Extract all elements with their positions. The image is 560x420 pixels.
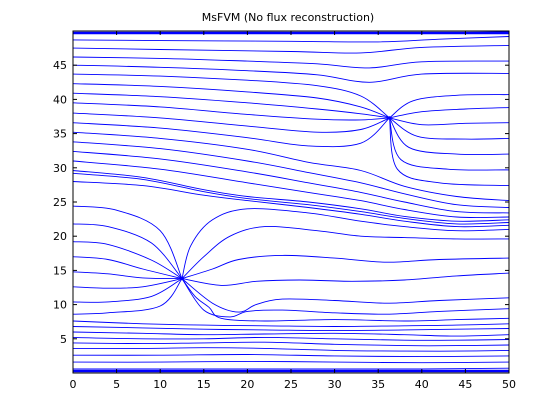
streamlines-sink-right-3 <box>389 117 510 140</box>
x-tick-label: 45 <box>458 378 472 391</box>
streamlines-lower-3 <box>72 336 510 341</box>
plot-frame <box>72 30 510 374</box>
streamlines-source-3 <box>72 278 183 289</box>
y-tick-label: 40 <box>53 93 67 106</box>
streamlines-source-4 <box>72 278 183 303</box>
streamlines-source-2 <box>72 271 183 280</box>
y-tick-label: 15 <box>53 264 67 277</box>
x-tick-label: 35 <box>371 378 385 391</box>
y-tick-label: 20 <box>53 230 67 243</box>
chart-title: MsFVM (No flux reconstruction) <box>202 11 374 24</box>
streamlines-sink-right-1 <box>389 107 510 119</box>
streamlines-upper-6 <box>72 83 390 119</box>
streamlines-source-5 <box>72 278 183 315</box>
streamlines-upper-1 <box>72 36 510 43</box>
x-tick-label: 30 <box>328 378 342 391</box>
streamlines-upper-10 <box>72 117 390 148</box>
streamlines-lower-8 <box>73 367 510 370</box>
streamlines-upper-14 <box>72 160 510 219</box>
streamlines-source-14 <box>181 278 510 322</box>
x-tick-label: 50 <box>502 378 516 391</box>
x-tick-label: 20 <box>240 378 254 391</box>
streamlines-upper-12 <box>72 141 510 208</box>
x-tick-label: 10 <box>153 378 167 391</box>
streamlines-upper-8 <box>72 102 390 121</box>
x-tick-label: 0 <box>70 378 77 391</box>
x-tick-label: 15 <box>197 378 211 391</box>
streamlines-source-10 <box>181 254 510 280</box>
streamlines-upper-16 <box>72 172 510 225</box>
streamlines-source-1 <box>72 256 183 280</box>
streamlines-source-12 <box>181 278 510 313</box>
streamlines-lower-7 <box>72 360 510 364</box>
y-tick-label: 35 <box>53 128 67 141</box>
streamlines-lower-1 <box>72 326 510 332</box>
axis-ticks: 0 5 10 15 20 25 30 35 40 45 50 5 10 15 20 25 30 35 40 45 <box>53 31 516 391</box>
streamlines-upper-2 <box>72 44 510 54</box>
sink-point <box>387 116 392 120</box>
streamlines-lower-6 <box>72 354 510 358</box>
streamlines-source-8 <box>181 208 510 279</box>
streamlines-source-11 <box>181 272 510 286</box>
streamlines-upper-15 <box>72 170 510 222</box>
source-point <box>180 277 184 281</box>
y-tick-label: 30 <box>53 162 67 175</box>
streamlines-lower-5 <box>72 347 510 352</box>
y-tick-label: 45 <box>53 59 67 72</box>
streamlines-sink-right-2 <box>389 117 510 126</box>
y-tick-label: 5 <box>60 333 67 346</box>
streamlines-source-6 <box>72 223 183 279</box>
streamlines-source-0 <box>72 241 183 279</box>
streamlines-source-13 <box>181 278 510 318</box>
x-tick-label: 40 <box>415 378 429 391</box>
streamlines-source-9 <box>181 226 510 279</box>
streamlines-upper-3 <box>72 56 510 69</box>
streamlines-sink-right-6 <box>389 117 510 187</box>
streamlines-lower-2 <box>72 331 510 337</box>
streamlines-upper-7 <box>72 92 390 119</box>
streamlines-upper-4 <box>72 64 510 83</box>
streamlines-lower-0 <box>72 320 510 327</box>
y-tick-label: 10 <box>53 299 67 312</box>
streamlines-source-7 <box>72 205 183 279</box>
streamlines-upper-9 <box>72 112 390 133</box>
streamlines-upper-11 <box>72 131 510 202</box>
streamlines-sink-right-4 <box>389 117 510 156</box>
x-tick-label: 5 <box>113 378 120 391</box>
plot-area <box>73 31 509 373</box>
x-tick-label: 25 <box>284 378 298 391</box>
streamlines-sink-right-5 <box>389 117 510 171</box>
streamlines-sink-right-0 <box>389 94 510 119</box>
streamlines-upper-5 <box>72 73 390 119</box>
streamlines-upper-17 <box>72 181 510 228</box>
streamlines-lower-4 <box>72 341 510 347</box>
y-tick-label: 25 <box>53 196 67 209</box>
streamlines-upper-13 <box>72 150 510 214</box>
